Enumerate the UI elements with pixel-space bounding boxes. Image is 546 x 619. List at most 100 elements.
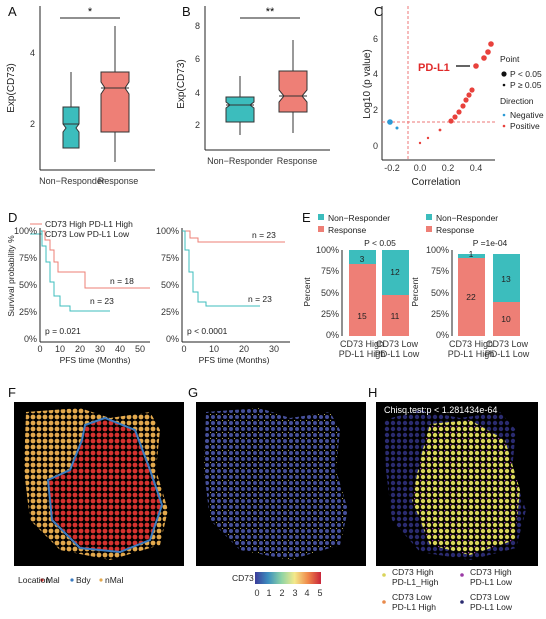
b-ytick: 8 (195, 21, 200, 31)
c-point (463, 97, 469, 103)
d-legend2: CD73 Low PD-L1 Low (45, 229, 130, 239)
svg-text:25%: 25% (321, 309, 339, 319)
panel-label-c: C (374, 4, 383, 19)
svg-text:40: 40 (115, 344, 125, 354)
svg-text:PD-L1_High: PD-L1_High (392, 577, 439, 587)
c-legend-point-title: Point (500, 54, 520, 64)
c-xtick: 0.0 (414, 163, 427, 173)
svg-text:75%: 75% (161, 253, 179, 263)
b-ytick: 6 (195, 54, 200, 64)
svg-text:1: 1 (266, 588, 271, 598)
c-point (460, 103, 466, 109)
panel-c: C 0 2 4 6 -0.2 0.0 0.2 0.4 Correlation L… (362, 4, 544, 188)
c-ytick: 2 (373, 105, 378, 115)
e-left-bar1-r (349, 264, 376, 336)
c-xtick: 0.4 (470, 163, 483, 173)
svg-text:PD-L1 Low: PD-L1 Low (375, 349, 420, 359)
c-xtick: 0.2 (442, 163, 455, 173)
panel-f: F Location Mal Bdy nMal (8, 385, 184, 585)
d-left-p: p = 0.021 (45, 326, 81, 336)
svg-text:2: 2 (279, 588, 284, 598)
c-legend-dir-title: Direction (500, 96, 534, 106)
d-right-n1: n = 23 (252, 230, 276, 240)
e-ylabel: Percent (302, 277, 312, 307)
d-left-curve-high (40, 230, 150, 289)
svg-text:PD-L1 High: PD-L1 High (392, 602, 436, 612)
b-box-nonresponder (225, 96, 255, 123)
panel-label-a: A (8, 4, 17, 19)
b-ylabel: Exp(CD73) (176, 59, 187, 108)
svg-text:25%: 25% (161, 307, 179, 317)
panel-label-d: D (8, 210, 17, 225)
d-left-n2: n = 23 (90, 296, 114, 306)
e-right-p: P =1e-04 (473, 238, 508, 248)
g-colorbar (255, 572, 321, 584)
d-ylabel: Survival probability % (6, 235, 16, 317)
h-stat: Chisq.test:p < 1.281434e-64 (384, 405, 497, 415)
c-point (452, 114, 458, 120)
svg-text:0%: 0% (436, 330, 449, 340)
panel-e: E Non−Responder Response Non−Responder R… (302, 210, 530, 359)
d-ytick: 75% (19, 253, 37, 263)
svg-text:50%: 50% (321, 288, 339, 298)
svg-text:25%: 25% (431, 309, 449, 319)
svg-text:50%: 50% (161, 280, 179, 290)
b-sig: ** (266, 6, 275, 18)
c-ylabel: Log10 (p value) (362, 49, 373, 119)
svg-text:10: 10 (209, 344, 219, 354)
svg-text:20: 20 (75, 344, 85, 354)
b-xcat: Non−Responder (207, 156, 273, 166)
c-legend-p1: P < 0.05 (510, 69, 542, 79)
svg-text:100%: 100% (156, 226, 179, 236)
a-xcat: Non−Responder (39, 176, 105, 186)
svg-text:50%: 50% (431, 288, 449, 298)
e-right-bar1-r (458, 258, 485, 336)
g-legend-title: CD73 (232, 573, 254, 583)
d-ytick: 0% (24, 334, 37, 344)
d-ytick: 25% (19, 307, 37, 317)
svg-text:5: 5 (317, 588, 322, 598)
a-ylabel: Exp(CD73) (6, 63, 17, 112)
panel-label-e: E (302, 210, 311, 225)
svg-text:10: 10 (501, 314, 511, 324)
f-legend-title: Location (18, 575, 50, 585)
d-left-n1: n = 18 (110, 276, 134, 286)
panel-b: B 2 4 6 8 Exp(CD73) ** Non−Responder Res… (176, 4, 330, 166)
d-right-curve-high (182, 230, 285, 243)
svg-text:CD73 High: CD73 High (340, 339, 384, 349)
e-left-bar2-nr (382, 250, 409, 295)
svg-text:75%: 75% (321, 266, 339, 276)
e-right-bar2-r (493, 302, 520, 336)
d-right-n2: n = 23 (248, 294, 272, 304)
e-left-p: P < 0.05 (364, 238, 396, 248)
svg-text:20: 20 (239, 344, 249, 354)
panel-d: D CD73 High PD-L1 High CD73 Low PD-L1 Lo… (6, 210, 290, 365)
panel-label-h: H (368, 385, 377, 400)
c-ytick: 0 (373, 141, 378, 151)
svg-text:CD73 High: CD73 High (470, 567, 512, 577)
svg-text:CD73 Low: CD73 Low (392, 592, 433, 602)
svg-text:PD-L1 Low: PD-L1 Low (470, 577, 513, 587)
svg-text:100%: 100% (316, 245, 339, 255)
c-point (418, 141, 422, 145)
c-point (395, 126, 399, 130)
c-point (426, 136, 430, 140)
c-point (466, 92, 472, 98)
c-legend-d1: Negative (510, 110, 544, 120)
a-box-nonresponder (62, 106, 80, 149)
d-right-curve-low (182, 230, 260, 307)
panel-a: A 2 4 Exp(CD73) * Non−Responder Response (6, 4, 155, 186)
c-ytick: 6 (373, 34, 378, 44)
svg-text:13: 13 (501, 274, 511, 284)
svg-text:PD-L1 Low: PD-L1 Low (485, 349, 530, 359)
svg-text:10: 10 (55, 344, 65, 354)
a-xcat: Response (98, 176, 139, 186)
a-ytick: 2 (30, 119, 35, 129)
panel-label-f: F (8, 385, 16, 400)
c-xtick: -0.2 (384, 163, 400, 173)
c-point (469, 87, 475, 93)
svg-text:0: 0 (254, 588, 259, 598)
svg-text:11: 11 (391, 311, 400, 321)
c-legend-d2: Positive (510, 121, 540, 131)
